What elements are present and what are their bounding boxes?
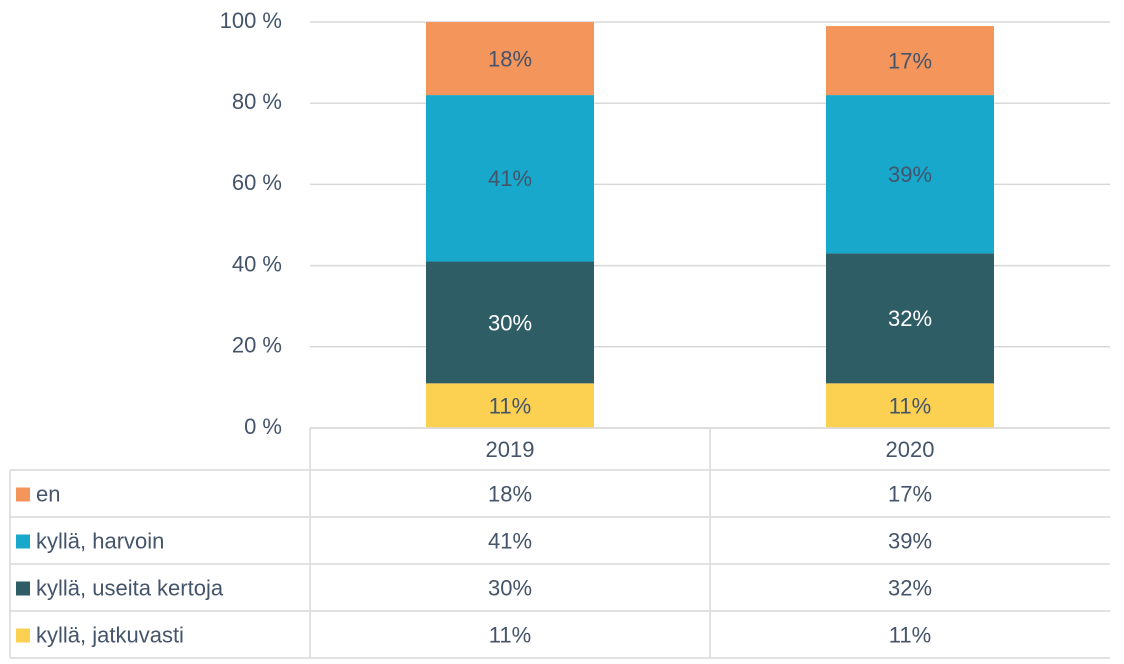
legend-label: kyllä, useita kertoja bbox=[36, 575, 224, 600]
bar-segment bbox=[826, 383, 994, 428]
legend-key bbox=[16, 628, 30, 643]
bar-segment bbox=[826, 95, 994, 254]
table-cell: 11% bbox=[489, 622, 531, 647]
y-tick-label: 40 % bbox=[232, 251, 282, 276]
bar-segment bbox=[426, 383, 594, 428]
data-label: 17% bbox=[888, 48, 932, 73]
x-tick-label: 2019 bbox=[486, 437, 535, 462]
legend-key bbox=[16, 581, 30, 596]
y-tick-label: 100 % bbox=[220, 8, 282, 33]
y-tick-label: 0 % bbox=[244, 414, 282, 439]
table-cell: 39% bbox=[888, 528, 932, 553]
bar-segment bbox=[826, 253, 994, 384]
table-cell: 41% bbox=[488, 528, 532, 553]
table-cell: 32% bbox=[888, 575, 932, 600]
bar-segment bbox=[426, 95, 594, 262]
data-label: 41% bbox=[488, 166, 532, 191]
legend-key bbox=[16, 487, 30, 502]
data-label: 18% bbox=[488, 46, 532, 71]
legend-label: en bbox=[36, 481, 60, 506]
bar-segment bbox=[426, 261, 594, 384]
data-label: 30% bbox=[488, 310, 532, 335]
legend-label: kyllä, jatkuvasti bbox=[36, 622, 184, 647]
table-cell: 17% bbox=[888, 481, 932, 506]
bar-segment bbox=[826, 26, 994, 96]
data-label: 11% bbox=[889, 393, 931, 418]
data-label: 39% bbox=[888, 162, 932, 187]
legend-key bbox=[16, 534, 30, 549]
y-tick-label: 20 % bbox=[232, 333, 282, 358]
y-tick-label: 60 % bbox=[232, 170, 282, 195]
x-tick-label: 2020 bbox=[886, 437, 935, 462]
legend-label: kyllä, harvoin bbox=[36, 528, 164, 553]
data-label: 32% bbox=[888, 306, 932, 331]
table-cell: 18% bbox=[488, 481, 532, 506]
table-cell: 30% bbox=[488, 575, 532, 600]
bar-segment bbox=[426, 22, 594, 96]
data-label: 11% bbox=[489, 393, 531, 418]
table-cell: 11% bbox=[889, 622, 931, 647]
y-tick-label: 80 % bbox=[232, 89, 282, 114]
